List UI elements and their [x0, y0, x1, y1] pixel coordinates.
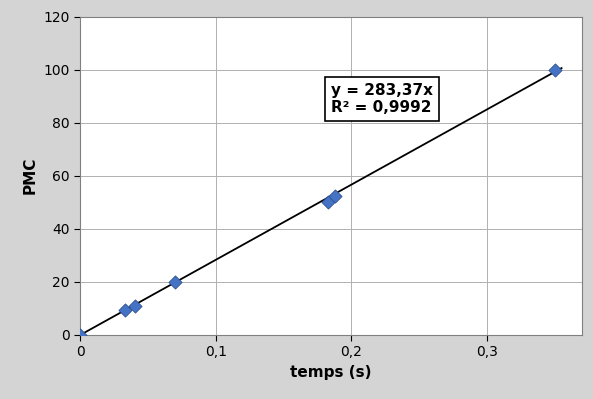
Point [170, 279, 180, 285]
Y-axis label: PMC: PMC [23, 157, 38, 194]
Point [75, 332, 85, 338]
Point [330, 192, 340, 199]
Point [324, 199, 333, 205]
Point [120, 306, 130, 313]
Point [550, 67, 560, 73]
Point [130, 302, 139, 309]
X-axis label: temps (s): temps (s) [291, 365, 372, 380]
Text: y = 283,37x
R² = 0,9992: y = 283,37x R² = 0,9992 [331, 83, 433, 115]
